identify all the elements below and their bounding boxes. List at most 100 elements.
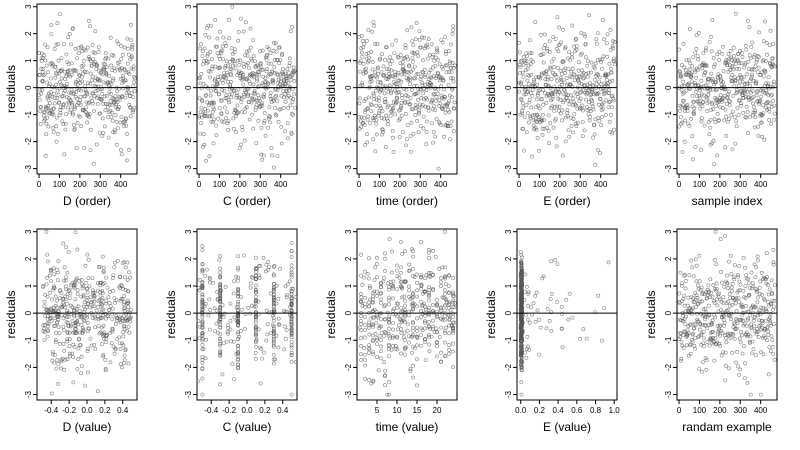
data-point [719,353,724,358]
data-point [559,304,564,309]
data-point [409,120,414,125]
data-point [359,328,363,333]
data-point [566,128,571,133]
data-point [519,285,524,290]
data-point [689,116,694,121]
data-point [737,61,742,66]
data-point [596,293,601,298]
data-point [74,80,78,84]
data-point [218,319,223,324]
data-point [359,115,364,120]
data-point [572,72,576,77]
data-point [229,95,234,100]
data-point [238,16,243,21]
data-point [81,294,86,299]
x-tick-label: 0.4 [277,406,289,415]
data-point [443,340,447,345]
data-point [113,260,117,265]
data-point [211,105,216,110]
data-point [197,76,202,81]
data-point [288,29,293,34]
data-point [438,359,443,364]
data-point [377,334,382,339]
data-point [264,338,269,343]
data-point [760,321,765,326]
data-point [369,103,374,108]
data-point [254,337,259,342]
data-point [748,313,753,318]
data-point [66,314,71,319]
data-point [683,272,687,277]
data-point [83,94,87,99]
y-tick-label: 0 [344,85,353,90]
data-point [72,107,77,111]
data-point [46,329,51,333]
data-point [50,84,55,89]
data-point [759,305,764,310]
data-point [371,294,375,299]
data-point [439,306,443,311]
data-point [715,340,720,345]
data-point [606,105,611,110]
data-point [401,64,406,69]
data-point [114,298,119,303]
data-point [689,322,694,327]
data-point [447,59,452,64]
data-point [366,106,370,111]
data-point [726,70,731,74]
data-point [213,77,217,82]
data-point [423,313,427,318]
data-point [244,105,249,110]
data-point [731,45,736,50]
data-point [427,270,431,275]
data-point [439,325,444,330]
data-point [608,79,612,84]
data-point [596,91,601,96]
data-point [610,94,615,99]
data-point [375,275,379,280]
data-point [51,349,55,354]
data-point [230,4,235,9]
data-point [383,99,388,104]
data-point [609,112,614,117]
data-point [443,308,447,313]
data-point [399,351,403,356]
data-point [537,88,542,93]
data-point [570,23,575,28]
data-point [415,272,419,277]
data-point [387,347,391,352]
data-point [519,330,524,335]
data-point [59,359,64,364]
data-point [412,64,417,69]
data-point [769,278,774,283]
data-point [523,59,527,64]
data-point [606,72,611,77]
x-tick-label: 0 [677,180,682,189]
data-point [118,274,123,279]
data-point [747,25,752,30]
data-point [531,301,536,306]
data-point [202,59,207,63]
x-tick-label: 400 [754,406,768,415]
data-point [103,368,108,373]
x-tick-label: 0.2 [534,406,546,415]
y-tick-label: 3 [24,229,33,234]
data-point [57,113,62,118]
data-point [403,112,408,116]
data-point [43,323,47,328]
data-point [218,307,223,312]
data-point [127,102,132,107]
data-point [427,290,431,295]
data-point [131,64,136,69]
data-point [550,97,555,101]
data-point [422,36,427,40]
data-point [723,350,728,355]
data-point [369,322,374,327]
y-tick-label: -3 [664,390,673,398]
data-point [759,392,763,397]
data-point [435,330,439,334]
x-tick-label: 300 [94,180,108,189]
data-point [97,298,102,302]
data-point [696,68,700,72]
data-point [601,106,605,111]
